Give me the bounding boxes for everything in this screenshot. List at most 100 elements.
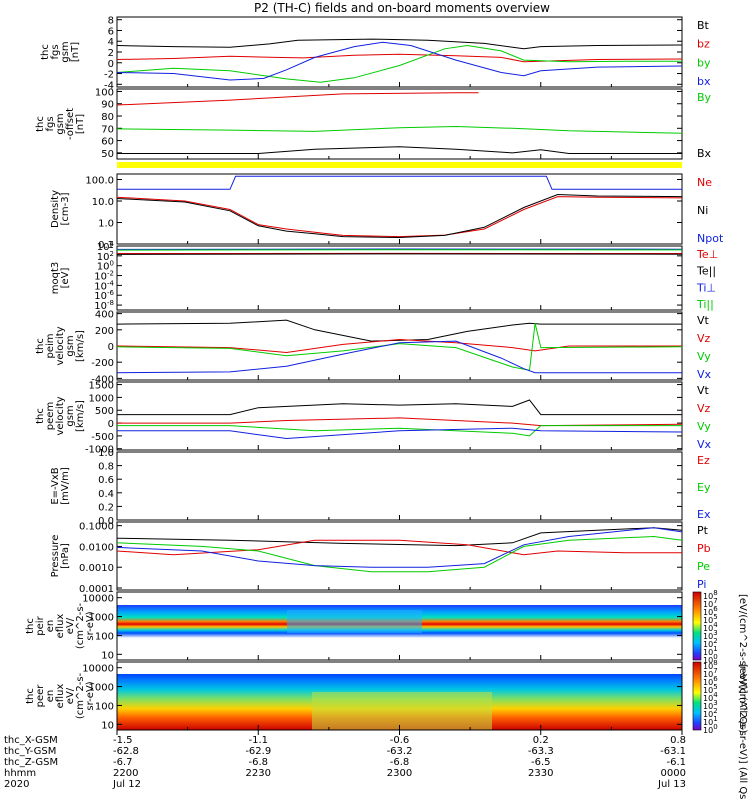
legend-Vt: Vt — [697, 314, 710, 327]
y-tick-label: 0.4 — [98, 489, 114, 500]
colorbar-tick-label: 103 — [703, 699, 718, 711]
series-line-unnamed — [116, 92, 479, 106]
series-line-Pt — [116, 527, 683, 547]
y-label-line: gsm — [65, 405, 76, 426]
y-label-line: (cm^2-s- — [75, 602, 86, 649]
y-label-line: thc — [35, 116, 46, 132]
y-axis-label: thc peim velocity gsm [km/s] — [35, 326, 86, 365]
spectrogram-low-region — [312, 692, 492, 730]
series-line-by — [116, 44, 682, 83]
y-label-line: E=-VxB — [50, 467, 61, 504]
y-label-line: gsm — [65, 335, 76, 356]
series-line-Ni — [116, 193, 683, 239]
series-line-Ne — [116, 196, 683, 238]
y-tick-label: 80 — [101, 112, 114, 123]
x-row-value: -63.1 — [660, 746, 686, 757]
y-tick-label: 0.0100 — [79, 542, 114, 553]
legend-Te⊥: Te⊥ — [696, 248, 718, 261]
y-tick-label: 10 — [101, 650, 114, 661]
series-group — [117, 399, 683, 440]
y-tick-label: 500 — [95, 406, 114, 417]
series-line-Vx — [117, 427, 683, 440]
y-label-line: [nT] — [75, 114, 86, 134]
legend-Pe: Pe — [697, 560, 710, 573]
legend-Bt: Bt — [697, 19, 710, 32]
y-label-line: velocity — [55, 396, 66, 435]
y-label-line: Pressure — [50, 535, 61, 578]
legend-Vy: Vy — [697, 420, 711, 433]
x-row-value: Jul 13 — [657, 779, 686, 790]
colorbar-tick-label: 107 — [703, 667, 718, 679]
y-tick-label: 1.0 — [98, 448, 114, 459]
y-tick-label: 60 — [101, 137, 114, 148]
y-label-line: [km/s] — [75, 330, 86, 362]
legend-by: by — [697, 56, 711, 69]
panel-density: 0.1 1.0 10.0 100.0 Density [cm-3] Ne Ni Npot — [50, 173, 724, 251]
legend-Ex: Ex — [697, 508, 711, 521]
series-group — [116, 175, 683, 239]
y-tick-label: 100 — [95, 701, 114, 712]
y-label-line: moqt3 — [50, 262, 61, 295]
y-tick-label: 104 — [97, 240, 115, 253]
x-row-value: -0.6 — [390, 735, 410, 746]
x-row-label: thc_Y-GSM — [4, 746, 56, 757]
y-tick-label: 0 — [108, 59, 114, 70]
y-label-line: eflux — [55, 684, 66, 709]
legend-Ti||: Ti|| — [696, 298, 714, 311]
y-label-line: eV/ — [65, 687, 76, 704]
y-tick-label: -1000 — [85, 445, 114, 456]
y-tick-label: 0.6 — [98, 475, 114, 486]
colorbar-tick-label: 104 — [703, 621, 718, 633]
y-axis-label: thc peer en eflux eV/(cm^2-s-sr-eV) — [25, 672, 96, 719]
colorbar-tick-label: 103 — [703, 629, 718, 641]
colorbar-tick-label: 102 — [703, 637, 718, 649]
series-line-Vx — [116, 340, 682, 374]
y-tick-label: 0 — [108, 419, 114, 430]
y-tick-label: 0 — [108, 342, 114, 353]
legend-Ez: Ez — [697, 454, 710, 467]
legend-By: By — [697, 91, 712, 104]
colorbar-tick-label: 105 — [703, 683, 718, 695]
y-label-line: [nT] — [70, 42, 81, 62]
y-tick-label: 50 — [101, 149, 114, 160]
series-line-Vy — [117, 425, 682, 437]
y-label-line: -offset — [65, 108, 76, 140]
x-row-value: -63.3 — [528, 746, 554, 757]
y-tick-label: 1500 — [89, 381, 114, 392]
series-line-Pb — [116, 539, 682, 556]
x-row-value: -6.8 — [390, 757, 410, 768]
y-axis-label: Pressure [nPa] — [50, 535, 71, 578]
y-tick-label: 0.1000 — [79, 522, 114, 533]
x-row-value: -6.7 — [113, 757, 133, 768]
y-tick-label: 90 — [101, 100, 114, 111]
panel-frame — [116, 381, 683, 451]
spectrogram-gap-region — [287, 610, 422, 633]
x-row-value: -1.1 — [248, 735, 268, 746]
legend-Vy: Vy — [697, 350, 711, 363]
y-tick-label: 200 — [95, 326, 114, 337]
legend-Pb: Pb — [697, 542, 711, 555]
y-tick-label: 0.8 — [98, 462, 114, 473]
y-tick-label: 10-2 — [94, 270, 114, 283]
x-row-label: 2020 — [4, 779, 29, 790]
legend-Pt: Pt — [697, 524, 709, 537]
y-label-line: [cm-3] — [60, 192, 71, 225]
x-row-value: 2330 — [528, 768, 553, 779]
y-tick-label: 1.0 — [98, 218, 114, 229]
y-label-line: en — [45, 620, 56, 633]
y-tick-label: -2 — [104, 70, 114, 81]
panel-frame — [116, 245, 683, 311]
x-row-value: -62.9 — [245, 746, 271, 757]
y-label-line: eV/ — [65, 617, 76, 634]
y-label-line: [km/s] — [75, 400, 86, 432]
y-tick-label: 8 — [108, 16, 114, 27]
x-row-value: -6.1 — [666, 757, 686, 768]
series-line-bx — [116, 41, 683, 81]
colorbar-tick-label: 105 — [703, 613, 718, 625]
y-label-line: peem — [45, 402, 56, 430]
panel-peim_velocity: -400 -200 0 200 400 thc peim velocity gsm [km/s] V… — [35, 310, 712, 386]
